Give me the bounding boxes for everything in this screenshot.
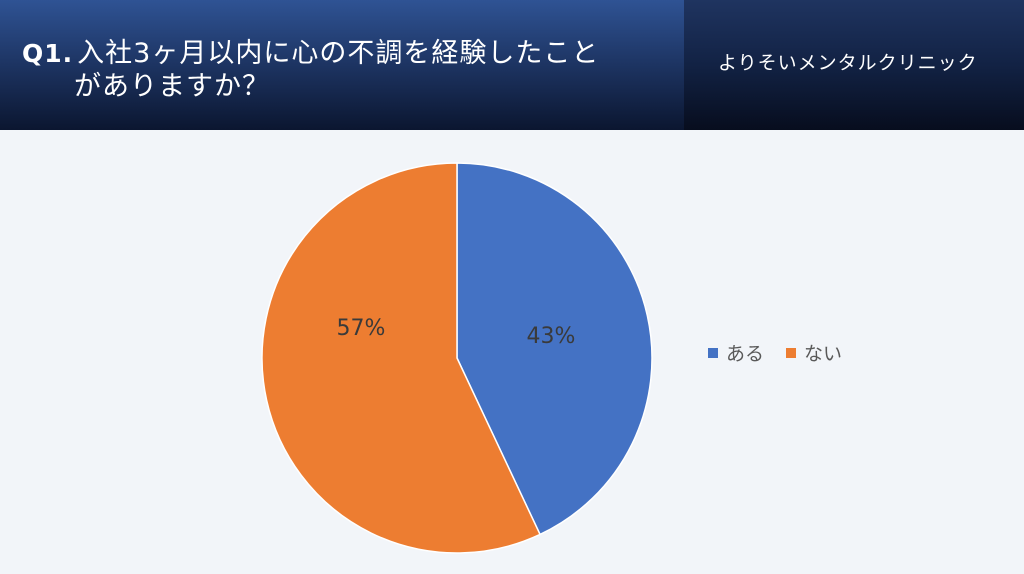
- question-number: Q1.: [22, 39, 74, 68]
- pie-data-label-no: 57%: [337, 316, 386, 341]
- legend-item-yes: ある: [708, 339, 764, 366]
- legend-item-no: ない: [786, 339, 842, 366]
- pie-slice-yes: [456, 162, 653, 536]
- question-title-line2: がありますか？: [74, 71, 270, 102]
- header-banner: Q1. 入社3ヶ月以内に心の不調を経験したこと がありますか？ よりそいメンタルク…: [0, 0, 1024, 130]
- header-clinic-panel: [684, 0, 1024, 130]
- pie-data-label-yes: 43%: [527, 324, 576, 349]
- clinic-name: よりそいメンタルクリニック: [718, 52, 978, 74]
- legend-label: ない: [804, 343, 843, 365]
- legend-swatch: [786, 347, 797, 358]
- legend-swatch: [708, 347, 718, 358]
- header-title-panel: Q1. 入社3ヶ月以内に心の不調を経験したこと がありますか？: [0, 0, 684, 130]
- question-text-line1: 入社3ヶ月以内に心の不調を経験したこと: [77, 38, 600, 69]
- chart-legend: ある ない: [708, 339, 864, 366]
- question-title-line1: Q1. 入社3ヶ月以内に心の不調を経験したこと: [22, 31, 599, 70]
- legend-label: ある: [726, 343, 765, 365]
- pie-slice-no: [261, 162, 542, 554]
- chart-area: 43% 57% ある ない: [0, 130, 1024, 574]
- pie-chart: 43% 57%: [261, 162, 653, 554]
